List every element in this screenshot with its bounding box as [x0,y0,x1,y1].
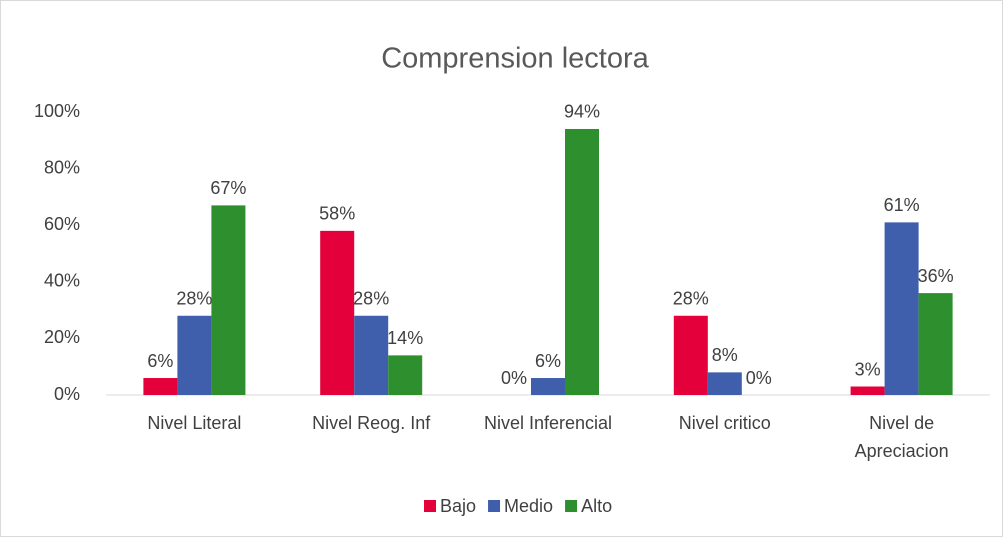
bar [531,378,565,395]
chart-title: Comprension lectora [381,43,649,75]
data-label: 28% [673,289,709,309]
bar [320,230,355,395]
data-label: 36% [918,266,954,286]
y-tick-label: 100% [34,101,80,121]
legend-swatch [488,500,501,512]
bar [850,386,885,395]
bar [211,205,246,395]
data-label: 61% [884,195,920,215]
bar [565,128,599,396]
x-tick-label: Nivel de Apreciacion [855,413,949,461]
x-tick-label: Nivel Literal [147,413,241,433]
y-tick-label: 40% [44,271,80,291]
data-label: 14% [387,328,423,348]
bar [918,293,953,395]
legend-swatch [565,500,578,512]
x-tick-label: Nivel critico [679,413,771,433]
legend-swatch [424,500,436,512]
data-label: 0% [501,368,527,388]
data-label: 8% [712,345,738,365]
data-label: 28% [353,289,389,309]
y-tick-label: 0% [54,384,80,404]
x-tick-label: Nivel Reog. Inf [312,413,431,433]
x-tick-label: Nivel Inferencial [484,413,612,433]
y-tick-label: 20% [44,327,80,347]
data-label: 67% [210,178,246,198]
y-tick-label: 60% [44,214,80,234]
data-label: 28% [176,289,212,309]
bar [143,378,178,395]
bar [354,315,389,395]
data-label: 58% [319,204,355,224]
data-label: 0% [746,368,772,388]
data-label: 3% [855,359,881,379]
data-label: 94% [564,102,600,122]
data-label: 6% [535,351,561,371]
bar [388,355,423,395]
legend-label: Medio [504,496,553,516]
data-label: 6% [147,351,173,371]
bar [884,222,919,395]
bar [707,372,742,395]
bar [177,315,212,395]
legend-label: Alto [581,496,612,516]
y-tick-label: 80% [44,157,80,177]
legend-label: Bajo [440,496,476,516]
bar [673,315,708,395]
